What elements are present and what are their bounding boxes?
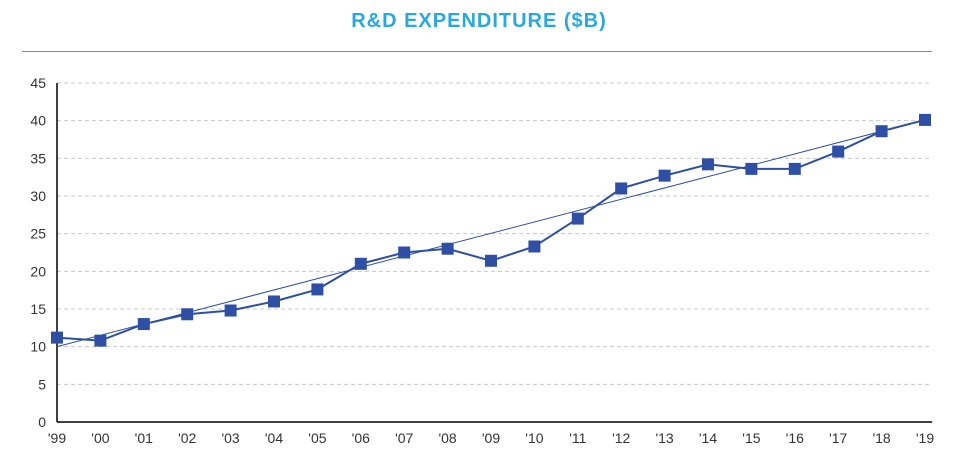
x-tick-label: '19 (916, 430, 934, 446)
x-tick-label: '04 (265, 430, 283, 446)
y-tick-label: 0 (38, 414, 46, 430)
y-tick-label: 30 (30, 188, 46, 204)
x-tick-label: '99 (48, 430, 66, 446)
data-point (832, 145, 845, 158)
x-tick-label: '14 (699, 430, 717, 446)
data-point (658, 169, 671, 182)
data-point (354, 257, 367, 270)
data-point (528, 240, 541, 253)
y-tick-label: 25 (30, 226, 46, 242)
data-point (224, 304, 237, 317)
y-tick-label: 45 (30, 75, 46, 91)
x-tick-label: '10 (525, 430, 543, 446)
x-tick-label: '18 (872, 430, 890, 446)
data-point (788, 162, 801, 175)
data-point (441, 242, 454, 255)
data-point (137, 318, 150, 331)
data-point (181, 308, 194, 321)
x-tick-label: '03 (221, 430, 239, 446)
data-point (268, 295, 280, 308)
data-point (485, 254, 497, 267)
x-tick-label: '16 (786, 430, 804, 446)
series-line (56, 118, 926, 342)
x-tick-label: '11 (569, 430, 586, 446)
data-point (311, 283, 324, 296)
x-tick-label: '17 (829, 430, 847, 446)
data-point (398, 246, 411, 259)
title-divider (22, 51, 932, 52)
data-point (702, 158, 714, 171)
x-tick-label: '07 (395, 430, 413, 446)
x-tick-label: '12 (612, 430, 630, 446)
y-tick-label: 40 (30, 113, 46, 129)
x-tick-label: '08 (438, 430, 456, 446)
data-point (615, 182, 628, 195)
x-tick-label: '06 (352, 430, 370, 446)
y-tick-label: 35 (30, 150, 46, 166)
x-tick-label: '02 (178, 430, 196, 446)
trend-line (56, 119, 926, 348)
y-tick-label: 10 (30, 339, 46, 355)
y-tick-label: 5 (38, 376, 46, 392)
data-point (571, 212, 584, 225)
data-point (875, 125, 888, 138)
data-point (51, 331, 63, 344)
x-tick-label: '01 (135, 430, 153, 446)
y-tick-label: 15 (30, 301, 46, 317)
chart-title: R&D EXPENDITURE ($B) (351, 10, 607, 32)
x-tick-label: '13 (655, 430, 673, 446)
data-point (919, 113, 931, 126)
data-point (94, 334, 107, 347)
x-tick-label: '09 (482, 430, 500, 446)
y-tick-label: 20 (30, 263, 46, 279)
x-tick-label: '15 (742, 430, 760, 446)
data-point (745, 162, 758, 175)
x-tick-label: '05 (308, 430, 326, 446)
x-tick-label: '00 (91, 430, 109, 446)
